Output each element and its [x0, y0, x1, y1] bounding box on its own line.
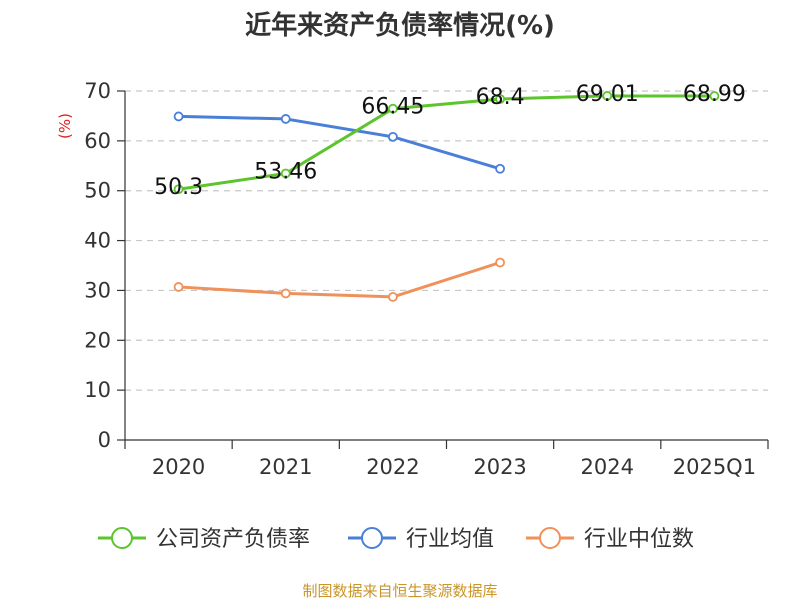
- x-tick-label: 2023: [473, 455, 526, 479]
- data-point: [173, 184, 184, 195]
- data-label: 53.46: [254, 159, 317, 184]
- data-point: [388, 292, 398, 302]
- data-label: 69.01: [576, 82, 639, 107]
- x-tick-label: 2020: [152, 455, 205, 479]
- series-line-2: [177, 261, 502, 299]
- legend-label: 行业中位数: [584, 527, 694, 552]
- source-note: 制图数据来自恒生聚源数据库: [302, 582, 497, 600]
- series-layer: [173, 91, 720, 302]
- legend-item-2: 行业中位数: [526, 527, 694, 552]
- data-point: [709, 91, 720, 101]
- data-point: [173, 282, 184, 292]
- legend-swatch-marker: [111, 527, 133, 549]
- legend-item-0: 公司资产负债率: [98, 527, 310, 552]
- data-point: [495, 94, 505, 104]
- data-point: [388, 131, 398, 142]
- data-label-layer: 50.3 53.46 66.45 68.4 69.01 68.99: [154, 82, 746, 200]
- y-axis-label: (%): [56, 113, 74, 139]
- data-point: [602, 91, 613, 101]
- data-point: [280, 288, 291, 299]
- x-tick-label: 2021: [259, 455, 312, 479]
- chart-title: 近年来资产负债率情况(%): [245, 10, 555, 41]
- y-tick-label: 40: [84, 229, 111, 253]
- y-tick-label: 50: [84, 179, 111, 203]
- x-tick-label: 2024: [581, 455, 634, 479]
- axis-layer: 0 10 20 30 40 50 60 70 2020 2021 2022 2023 2024 2025Q…: [84, 79, 769, 479]
- grid-layer: [125, 90, 768, 391]
- series-line-1: [177, 114, 502, 171]
- data-point: [388, 103, 398, 114]
- legend-swatch-marker: [361, 527, 383, 549]
- x-tick-label: 2022: [366, 455, 419, 479]
- y-tick-label: 10: [84, 378, 111, 402]
- y-tick-label: 60: [84, 129, 111, 153]
- data-label: 68.99: [683, 82, 746, 107]
- y-tick-label: 30: [84, 278, 111, 302]
- y-tick-label: 70: [84, 79, 111, 103]
- data-label: 50.3: [154, 175, 203, 200]
- data-label: 66.45: [361, 95, 424, 120]
- legend: 公司资产负债率 行业均值 行业中位数: [98, 527, 694, 552]
- data-point: [495, 257, 505, 268]
- y-tick-label: 0: [98, 428, 111, 452]
- data-point: [495, 163, 505, 174]
- legend-label: 公司资产负债率: [156, 527, 310, 552]
- y-tick-label: 20: [84, 328, 111, 352]
- data-point: [173, 111, 184, 122]
- x-tick-label: 2025Q1: [673, 455, 756, 479]
- data-label: 68.4: [476, 85, 525, 110]
- data-point: [280, 114, 291, 124]
- legend-swatch-marker: [539, 527, 561, 549]
- legend-label: 行业均值: [406, 527, 494, 552]
- data-point: [280, 168, 291, 179]
- legend-item-1: 行业均值: [348, 527, 494, 552]
- series-line-0: [177, 94, 716, 191]
